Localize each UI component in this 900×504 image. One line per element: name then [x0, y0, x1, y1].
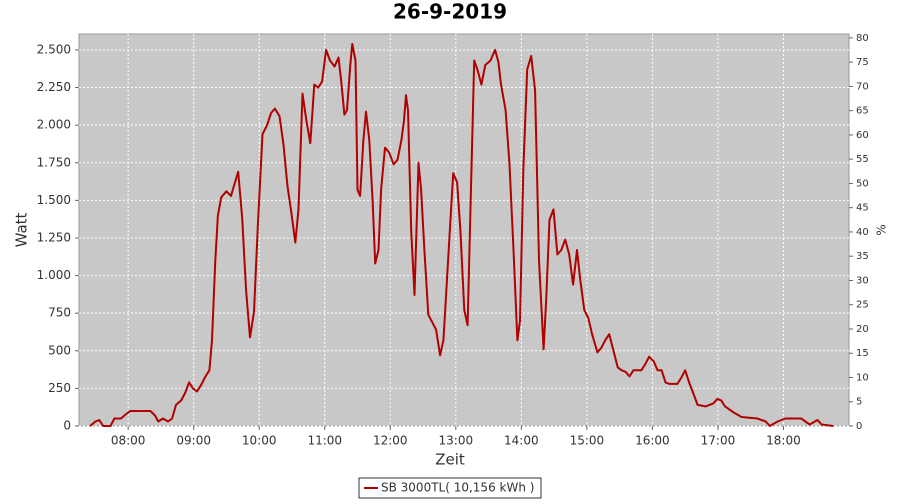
y-axis-label: Watt [13, 212, 31, 247]
y-tick-label: 2.250 [37, 80, 71, 94]
x-tick-label: 16:00 [635, 434, 670, 448]
x-tick-label: 12:00 [373, 434, 408, 448]
y-tick-label: 1.500 [37, 193, 71, 207]
x-tick-label: 13:00 [439, 434, 474, 448]
x-tick-label: 15:00 [570, 434, 605, 448]
series-line [89, 42, 834, 427]
x-tick-label: 10:00 [242, 434, 277, 448]
y2-tick-label: 70 [856, 81, 869, 92]
y2-tick-label: 25 [856, 300, 869, 311]
x-tick-label: 11:00 [307, 434, 342, 448]
y2-tick-label: 35 [856, 251, 869, 262]
legend [358, 477, 542, 499]
x-tick-label: 17:00 [701, 434, 736, 448]
y2-tick-label: 45 [856, 203, 869, 214]
y2-tick-label: 0 [856, 421, 862, 432]
y-tick-label: 250 [48, 381, 71, 395]
legend-label: SB 3000TL( 10,156 kWh ) [381, 481, 534, 495]
y-tick-label: 1.000 [37, 268, 71, 282]
x-tick-label: 18:00 [766, 434, 801, 448]
y2-tick-label: 60 [856, 130, 869, 141]
x-tick-label: 14:00 [504, 434, 539, 448]
y-tick-label: 2.500 [37, 42, 71, 56]
y2-tick-label: 55 [856, 154, 869, 165]
y2-tick-label: 15 [856, 348, 869, 359]
y2-tick-label: 80 [856, 33, 869, 44]
y2-axis-label: % [875, 224, 889, 235]
y2-tick-label: 20 [856, 324, 869, 335]
x-tick-label: 08:00 [111, 434, 146, 448]
y2-tick-label: 50 [856, 178, 869, 189]
y2-tick-label: 5 [856, 397, 862, 408]
y2-tick-label: 30 [856, 275, 869, 286]
y-tick-label: 500 [48, 343, 71, 357]
y-tick-label: 1.750 [37, 155, 71, 169]
y-tick-label: 1.250 [37, 230, 71, 244]
y-tick-label: 750 [48, 306, 71, 320]
x-axis-label: Zeit [435, 451, 465, 469]
plot-area [78, 33, 850, 427]
y2-tick-label: 40 [856, 227, 869, 238]
x-tick-label: 09:00 [176, 434, 211, 448]
y-tick-label: 2.000 [37, 118, 71, 132]
chart-title: 26-9-2019 [393, 0, 507, 24]
y2-tick-label: 10 [856, 372, 869, 383]
y2-tick-label: 65 [856, 106, 869, 117]
y-tick-label: 0 [63, 419, 71, 433]
y2-tick-label: 75 [856, 57, 869, 68]
